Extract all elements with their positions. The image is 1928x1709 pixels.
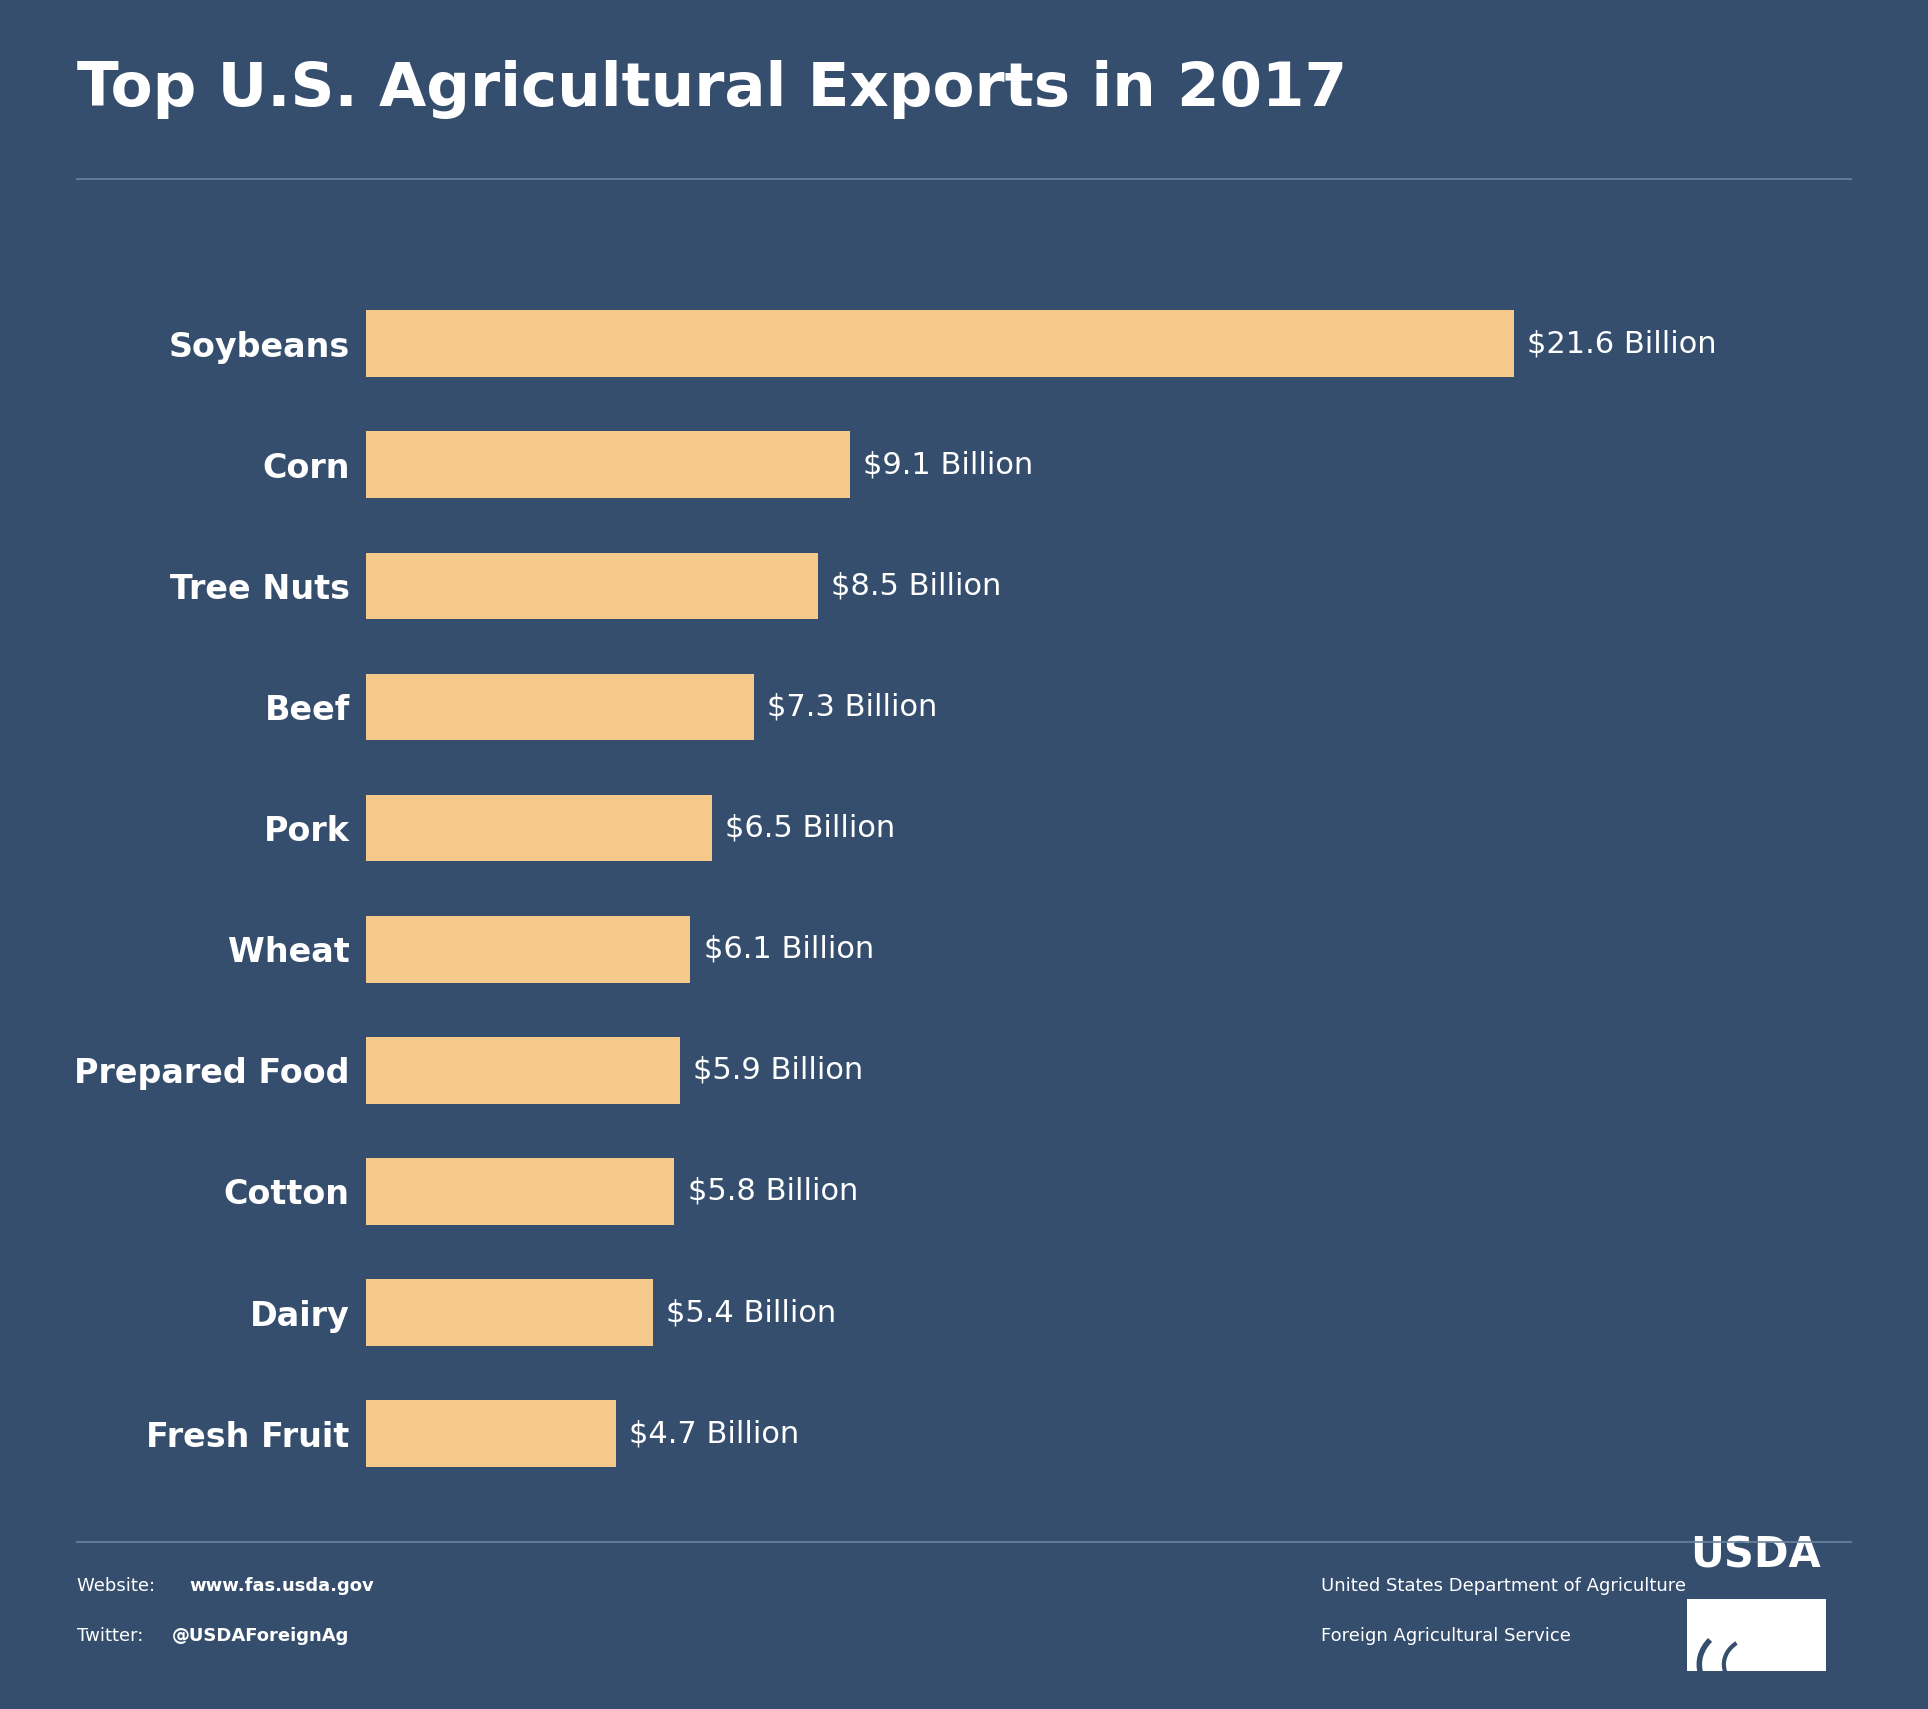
- Text: $5.8 Billion: $5.8 Billion: [688, 1178, 858, 1207]
- Bar: [366, 1400, 615, 1466]
- Bar: [366, 795, 711, 861]
- Bar: [366, 1159, 675, 1225]
- Bar: [366, 552, 817, 619]
- Text: $6.1 Billion: $6.1 Billion: [704, 935, 873, 964]
- Text: $5.4 Billion: $5.4 Billion: [667, 1299, 837, 1328]
- Text: @USDAForeignAg: @USDAForeignAg: [172, 1627, 349, 1646]
- Text: $7.3 Billion: $7.3 Billion: [767, 692, 937, 721]
- Bar: [366, 1037, 681, 1104]
- Bar: [366, 673, 754, 740]
- Text: $9.1 Billion: $9.1 Billion: [864, 449, 1033, 479]
- Text: Twitter:: Twitter:: [77, 1627, 148, 1646]
- Bar: [366, 916, 690, 983]
- Text: USDA: USDA: [1691, 1535, 1822, 1576]
- Bar: [366, 431, 850, 497]
- Text: $21.6 Billion: $21.6 Billion: [1527, 330, 1716, 359]
- Text: www.fas.usda.gov: www.fas.usda.gov: [189, 1577, 374, 1596]
- Text: Top U.S. Agricultural Exports in 2017: Top U.S. Agricultural Exports in 2017: [77, 60, 1348, 120]
- Text: $8.5 Billion: $8.5 Billion: [831, 571, 1001, 600]
- Text: $6.5 Billion: $6.5 Billion: [725, 813, 895, 843]
- Text: $5.9 Billion: $5.9 Billion: [692, 1056, 864, 1085]
- Text: Website:: Website:: [77, 1577, 162, 1596]
- Bar: [1687, 1598, 1826, 1671]
- Text: $4.7 Billion: $4.7 Billion: [629, 1418, 800, 1448]
- Text: United States Department of Agriculture: United States Department of Agriculture: [1321, 1577, 1685, 1596]
- Bar: [366, 311, 1513, 378]
- Bar: [366, 1280, 654, 1347]
- Text: Foreign Agricultural Service: Foreign Agricultural Service: [1321, 1627, 1571, 1646]
